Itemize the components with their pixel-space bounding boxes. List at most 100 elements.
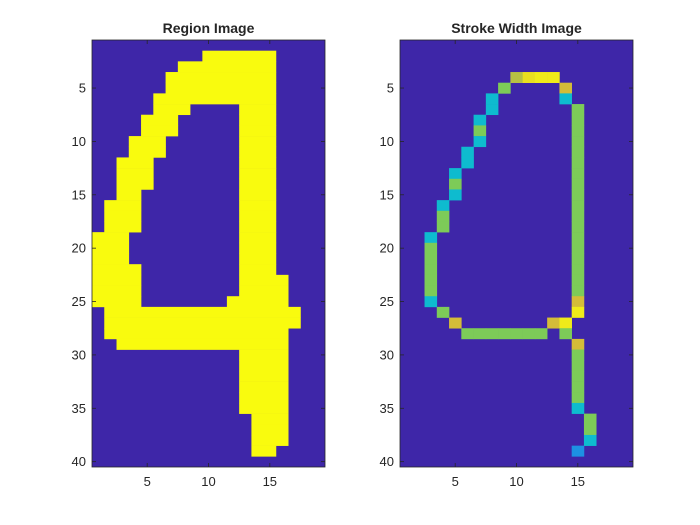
- foreground-pixel-run: [104, 200, 142, 212]
- foreground-pixel-run: [104, 328, 289, 340]
- y-tick-label: 25: [72, 294, 86, 309]
- stroke-width-pixel: [571, 168, 585, 180]
- foreground-pixel-run: [92, 242, 130, 254]
- stroke-width-pixel: [436, 221, 450, 233]
- foreground-pixel-run: [239, 104, 277, 116]
- stroke-width-pixel: [571, 402, 585, 414]
- foreground-pixel-run: [92, 232, 130, 244]
- stroke-width-pixel: [571, 381, 585, 393]
- stroke-width-pixel: [424, 242, 438, 254]
- stroke-width-image-title: Stroke Width Image: [451, 20, 582, 36]
- stroke-width-pixel: [571, 210, 585, 222]
- region-image-pixels: [92, 40, 325, 467]
- y-tick-label: 5: [387, 81, 394, 96]
- region-image-axes-frame: [91, 39, 326, 468]
- y-tick-label: 25: [380, 294, 394, 309]
- x-tick-label: 10: [509, 474, 523, 489]
- foreground-pixel-run: [92, 274, 142, 286]
- foreground-pixel-run: [141, 125, 179, 137]
- foreground-pixel-run: [128, 146, 166, 158]
- stroke-width-pixel: [461, 157, 474, 169]
- stroke-width-pixel: [424, 232, 438, 244]
- stroke-width-pixel: [547, 72, 560, 83]
- foreground-pixel-run: [92, 253, 130, 265]
- foreground-pixel-run: [239, 242, 277, 254]
- stroke-width-pixel: [534, 72, 548, 83]
- stroke-width-pixel: [449, 178, 462, 190]
- foreground-pixel-run: [116, 178, 154, 190]
- foreground-pixel-run: [116, 189, 142, 201]
- stroke-width-pixel: [473, 125, 487, 137]
- foreground-pixel-run: [239, 381, 289, 393]
- foreground-pixel-run: [128, 136, 166, 148]
- stroke-width-pixel: [449, 317, 462, 329]
- foreground-pixel-run: [239, 189, 277, 201]
- stroke-width-pixel: [424, 253, 438, 265]
- x-tick-label: 5: [144, 474, 151, 489]
- stroke-width-pixel: [436, 200, 450, 212]
- foreground-pixel-run: [104, 221, 142, 233]
- foreground-pixel-run: [92, 264, 142, 276]
- stroke-width-pixel: [510, 72, 523, 83]
- stroke-width-pixel: [473, 136, 487, 148]
- stroke-width-pixel: [485, 93, 499, 105]
- foreground-pixel-run: [251, 445, 277, 457]
- stroke-width-pixel: [571, 232, 585, 244]
- stroke-width-pixel: [510, 328, 523, 340]
- stroke-width-pixel: [571, 264, 585, 276]
- region-image-panel: Region Image 5 10 15 5 10 15 20 25 30 35 40: [72, 20, 326, 489]
- foreground-pixel-run: [92, 296, 142, 308]
- y-tick-label: 10: [72, 134, 86, 149]
- stroke-width-pixel: [522, 72, 536, 83]
- stroke-width-pixel: [571, 253, 585, 265]
- y-tick-label: 20: [380, 241, 394, 256]
- stroke-width-pixel: [571, 200, 585, 212]
- stroke-width-pixel: [522, 328, 536, 340]
- stroke-width-pixel: [571, 125, 585, 137]
- foreground-pixel-run: [239, 274, 289, 286]
- stroke-width-pixel: [571, 445, 585, 457]
- foreground-pixel-run: [239, 392, 289, 404]
- stroke-width-image-pixels: [400, 40, 633, 467]
- foreground-pixel-run: [239, 178, 277, 190]
- y-tick-label: 40: [380, 454, 394, 469]
- y-tick-label: 20: [72, 241, 86, 256]
- foreground-pixel-run: [165, 72, 277, 83]
- stroke-width-pixel: [571, 274, 585, 286]
- stroke-width-pixel: [571, 285, 585, 297]
- foreground-pixel-run: [226, 296, 289, 308]
- stroke-width-pixel: [547, 317, 560, 329]
- stroke-width-pixel: [559, 93, 572, 105]
- foreground-pixel-run: [92, 285, 142, 297]
- stroke-width-pixel: [559, 328, 572, 340]
- foreground-pixel-run: [116, 157, 154, 169]
- stroke-width-pixel: [571, 242, 585, 254]
- foreground-pixel-run: [239, 402, 289, 414]
- foreground-pixel-run: [239, 370, 289, 382]
- y-tick-label: 30: [72, 347, 86, 362]
- stroke-width-pixel: [559, 317, 572, 329]
- stroke-width-pixel: [571, 306, 585, 318]
- region-image-title: Region Image: [163, 20, 255, 36]
- foreground-pixel-run: [251, 413, 289, 425]
- foreground-pixel-run: [177, 61, 277, 73]
- stroke-width-pixel: [571, 392, 585, 404]
- stroke-width-pixel: [571, 114, 585, 126]
- foreground-pixel-run: [116, 338, 289, 350]
- x-tick-label: 5: [452, 474, 459, 489]
- foreground-pixel-run: [251, 434, 289, 446]
- stroke-width-pixel: [571, 370, 585, 382]
- stroke-width-pixel: [424, 296, 438, 308]
- foreground-pixel-run: [239, 349, 289, 361]
- foreground-pixel-run: [239, 157, 277, 169]
- x-tick-label: 10: [201, 474, 215, 489]
- foreground-pixel-run: [116, 168, 154, 180]
- stroke-width-pixel: [449, 168, 462, 180]
- region-image-ticks: 5 10 15 5 10 15 20 25 30 35 40: [72, 40, 325, 489]
- foreground-pixel-run: [239, 146, 277, 158]
- foreground-pixel-run: [239, 264, 277, 276]
- stroke-width-pixel: [571, 146, 585, 158]
- stroke-width-pixel: [583, 413, 597, 425]
- foreground-pixel-run: [239, 360, 289, 372]
